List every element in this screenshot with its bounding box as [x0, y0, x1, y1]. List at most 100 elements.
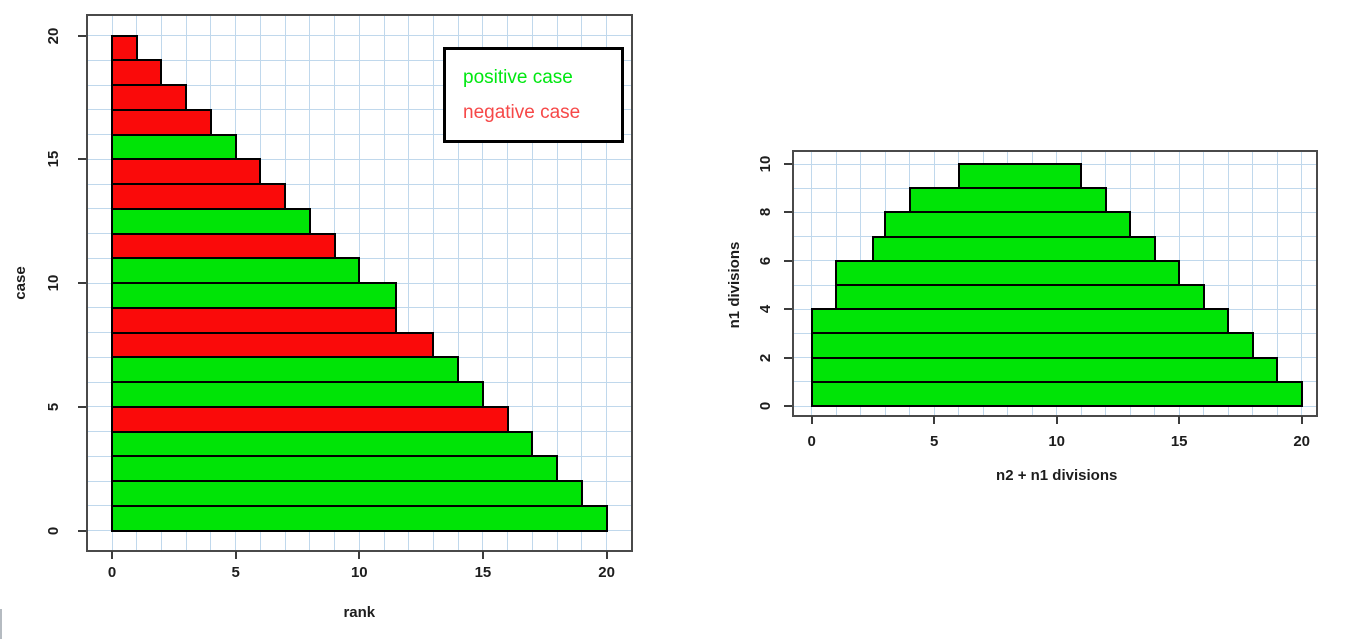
x-axis-tick [481, 551, 484, 559]
bar-positive [810, 380, 1303, 407]
y-axis-tick-label: 5 [44, 402, 62, 411]
y-axis-tick-label: 0 [44, 526, 62, 535]
gridline-vertical [1178, 151, 1180, 416]
gridline-horizontal [793, 381, 1317, 383]
gridline-horizontal [87, 505, 632, 507]
bar-positive [111, 430, 534, 458]
bar-positive [835, 259, 1181, 286]
gridline-horizontal [87, 356, 632, 358]
bar-positive [111, 381, 484, 408]
y-axis-tick-label: 0 [756, 401, 774, 411]
gridline-horizontal [87, 406, 632, 408]
x-axis-tick-label: 0 [107, 564, 117, 581]
gridline-horizontal [87, 307, 632, 309]
gridline-vertical [835, 151, 837, 416]
bar-negative [111, 108, 212, 136]
gridline-vertical [1056, 151, 1058, 416]
gridline-vertical [235, 15, 237, 551]
gridline-vertical [160, 15, 162, 551]
legend-item-negative-case: negative case [463, 102, 581, 123]
y-axis-tick [78, 405, 86, 408]
gridline-vertical [358, 15, 360, 551]
y-axis-tick [78, 529, 86, 532]
window-edge-artifact [0, 609, 2, 639]
bar-positive [111, 480, 583, 507]
x-axis-tick-label: 5 [930, 433, 939, 450]
bar-positive [810, 308, 1230, 335]
x-axis-tick-label: 15 [474, 564, 492, 581]
gridline-vertical [1031, 151, 1033, 416]
bar-negative [111, 306, 398, 334]
gridline-horizontal [793, 284, 1317, 286]
bar-positive [111, 257, 361, 284]
y-axis-tick [784, 308, 792, 311]
gridline-horizontal [793, 187, 1317, 189]
gridline-vertical [884, 151, 886, 416]
gridline-vertical [909, 151, 911, 416]
bar-positive [835, 284, 1205, 311]
x-axis-tick [1055, 416, 1058, 424]
gridline-horizontal [87, 480, 632, 482]
gridline-vertical [284, 15, 286, 551]
gridline-vertical [1080, 151, 1082, 416]
bar-positive [111, 504, 608, 532]
bar-negative [111, 158, 262, 185]
gridline-horizontal [87, 455, 632, 457]
gridline-vertical [259, 15, 261, 551]
y-axis-tick [78, 158, 86, 161]
y-axis-tick-label: 10 [44, 274, 62, 292]
x-axis-tick-label: 10 [1048, 433, 1066, 450]
bar-positive [810, 332, 1254, 359]
x-axis-title: rank [343, 604, 376, 621]
y-axis-tick [784, 211, 792, 214]
gridline-horizontal [793, 405, 1317, 407]
gridline-horizontal [793, 357, 1317, 359]
bar-positive [111, 455, 559, 482]
bar-positive [111, 282, 398, 309]
bar-negative [111, 59, 163, 86]
bar-positive [871, 235, 1156, 262]
x-axis-tick [358, 551, 361, 559]
y-axis-tick-label: 15 [44, 150, 62, 168]
y-axis-tick [784, 163, 792, 165]
y-axis-tick [78, 34, 86, 37]
bar-negative [111, 331, 435, 359]
gridline-horizontal [87, 282, 632, 284]
gridline-horizontal [793, 332, 1317, 334]
gridline-vertical [1227, 151, 1229, 416]
gridline-horizontal [793, 211, 1317, 213]
gridline-vertical [309, 15, 311, 551]
gridline-vertical [210, 15, 212, 551]
y-axis-tick-label: 6 [756, 256, 774, 265]
x-axis-tick-label: 0 [807, 433, 816, 450]
bar-negative [111, 34, 138, 62]
x-axis-tick [111, 551, 113, 559]
x-axis-title: n2 + n1 divisions [996, 467, 1118, 484]
gridline-vertical [1129, 151, 1131, 416]
bar-negative [111, 405, 509, 433]
gridline-vertical [1301, 151, 1303, 416]
y-axis-tick-label: 20 [44, 27, 62, 44]
x-axis-tick [605, 551, 608, 559]
y-axis-tick [784, 259, 792, 262]
y-axis-tick-label: 8 [756, 208, 774, 217]
gridline-horizontal [87, 257, 632, 259]
y-axis-tick-label: 2 [756, 353, 774, 362]
gridline-vertical [111, 15, 113, 551]
legend: positive case negative case [443, 47, 624, 143]
gridline-horizontal [793, 236, 1317, 238]
bar-positive [810, 356, 1279, 383]
x-axis-tick [1178, 416, 1181, 424]
y-axis-title: case [11, 266, 29, 300]
bar-positive [908, 187, 1107, 214]
legend-item-positive-case: positive case [463, 67, 573, 88]
gridline-horizontal [87, 530, 632, 531]
bar-positive [111, 356, 460, 383]
gridline-vertical [408, 15, 410, 551]
gridline-vertical [1007, 151, 1009, 416]
x-axis-tick-label: 20 [598, 564, 615, 581]
gridline-vertical [185, 15, 187, 551]
bar-positive [111, 133, 237, 161]
